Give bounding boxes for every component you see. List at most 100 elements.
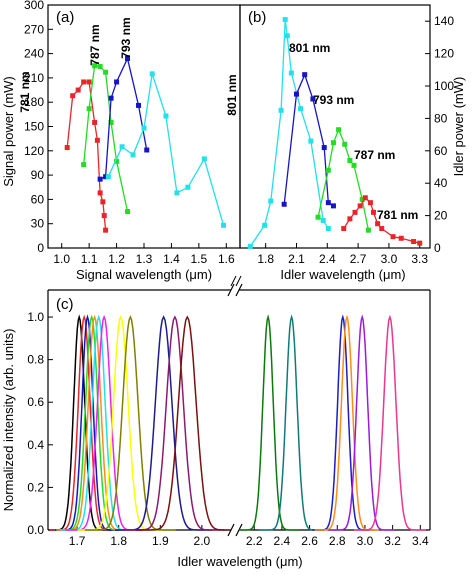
y-tick-label-b: 120: [434, 47, 454, 61]
data-point-a: [114, 158, 120, 164]
y-tick-label-a: 0: [37, 241, 44, 255]
data-point-a: [97, 176, 103, 182]
series-label-b: 787 nm: [354, 148, 395, 162]
spectrum-line-11: [135, 315, 231, 531]
data-point-a: [92, 63, 98, 69]
data-point-b: [310, 96, 316, 102]
x-tick-label-b: 2.4: [319, 252, 336, 266]
spectrum-line-17: [353, 314, 426, 531]
series-label-a: 781 nm: [18, 71, 32, 112]
data-point-a: [125, 209, 131, 215]
data-point-a: [114, 79, 120, 85]
data-point-b: [357, 203, 363, 209]
data-point-b: [359, 196, 365, 202]
data-point-a: [86, 79, 92, 85]
panel-label-a: (a): [56, 9, 74, 26]
x-tick-label-c: 1.9: [152, 534, 169, 548]
spectrum-line-14: [312, 314, 374, 531]
panel-c: 0.0 0.2 0.4 0.6 0.8 1.0 1.7 1.8 1.9 2.0 2.2 2.4 2.6 2…: [1, 275, 431, 569]
data-point-a: [101, 213, 107, 219]
data-point-b: [330, 203, 336, 209]
series-label-b: 793 nm: [313, 93, 354, 107]
y-tick-label-c: 0.0: [27, 523, 44, 537]
x-tick-label-c: 2.4: [274, 534, 291, 548]
data-point-a: [136, 102, 142, 108]
data-point-b: [379, 226, 385, 232]
data-point-a: [97, 64, 103, 70]
y-tick-label-c: 0.8: [27, 353, 44, 367]
y-axis-label-b: Idler power (mW): [451, 77, 466, 177]
series-label-a: 801 nm: [225, 74, 239, 115]
data-point-a: [163, 113, 169, 119]
x-axis-label-a: Signal wavelength (μm): [76, 267, 212, 282]
data-point-b: [308, 138, 314, 144]
x-tick-label-a: 1.5: [191, 252, 208, 266]
data-point-a: [103, 69, 109, 75]
axis-break-mark: [227, 523, 235, 537]
y-tick-label-b: 80: [434, 111, 448, 125]
x-axis-label-c: Idler wavelength (μm): [177, 554, 302, 569]
data-point-b: [325, 167, 331, 173]
y-tick-label-c: 0.4: [27, 438, 44, 452]
data-point-a: [81, 162, 87, 168]
data-point-b: [362, 195, 368, 201]
data-point-a: [105, 174, 111, 180]
y-tick-label-b: 60: [434, 144, 448, 158]
data-point-b: [320, 217, 326, 223]
data-point-b: [247, 243, 253, 249]
data-point-a: [103, 227, 109, 233]
data-point-b: [411, 239, 417, 245]
plot-frame-b: [239, 4, 431, 249]
data-point-b: [365, 227, 371, 233]
data-point-a: [92, 119, 98, 125]
data-point-a: [185, 184, 191, 190]
y-tick-label-a: 30: [31, 217, 45, 231]
data-point-b: [298, 106, 304, 112]
y-tick-label-a: 120: [24, 144, 44, 158]
data-point-b: [282, 17, 288, 23]
x-tick-label-a: 1.2: [108, 252, 125, 266]
data-point-b: [281, 201, 287, 207]
data-point-a: [100, 199, 106, 205]
x-tick-label-b: 3.0: [381, 252, 398, 266]
data-point-a: [108, 119, 114, 125]
y-tick-label-a: 240: [24, 47, 44, 61]
axis-break-mark: [227, 283, 235, 297]
x-tick-label-a: 1.0: [53, 252, 70, 266]
data-point-a: [221, 222, 227, 228]
x-axis-label-b: Idler wavelength (μm): [280, 267, 405, 282]
y-axis-label-a: Signal power (mW): [1, 76, 16, 187]
series-label-a: 787 nm: [88, 24, 102, 65]
y-tick-label-b: 20: [434, 209, 448, 223]
axis-break-mark: [230, 275, 237, 287]
data-point-b: [352, 209, 358, 215]
series-line-a-3: [107, 73, 225, 226]
axis-break-mark: [235, 283, 243, 297]
data-point-b: [268, 198, 274, 204]
panel-label-b: (b): [248, 9, 266, 26]
data-point-a: [119, 144, 125, 150]
data-point-b: [367, 200, 373, 206]
series-line-a-2: [99, 56, 148, 180]
data-point-a: [108, 95, 114, 101]
data-point-b: [347, 158, 353, 164]
panel-a: 1.0 1.1 1.2 1.3 1.4 1.5 1.6 0 30 60 90 120 150 180 210…: [1, 0, 241, 282]
series-line-a-0: [66, 81, 107, 231]
y-tick-label-c: 0.6: [27, 395, 44, 409]
spectrum-line-15: [314, 314, 380, 531]
y-tick-label-c: 0.2: [27, 480, 44, 494]
data-point-b: [336, 127, 342, 133]
panel-b: 1.8 2.1 2.4 2.7 3.0 3.3 0 20 40 60 80 100 120 140 Idle…: [239, 4, 466, 282]
data-point-b: [278, 107, 284, 113]
x-tick-label-c: 3.4: [412, 534, 429, 548]
y-tick-label-a: 150: [24, 120, 44, 134]
data-point-b: [398, 235, 404, 241]
data-point-b: [341, 226, 347, 232]
data-point-a: [94, 137, 100, 143]
data-point-b: [325, 200, 331, 206]
spectrum-line-8: [84, 314, 176, 531]
series-label-b: 801 nm: [289, 41, 330, 55]
data-point-a: [144, 147, 150, 153]
data-point-b: [284, 33, 290, 39]
